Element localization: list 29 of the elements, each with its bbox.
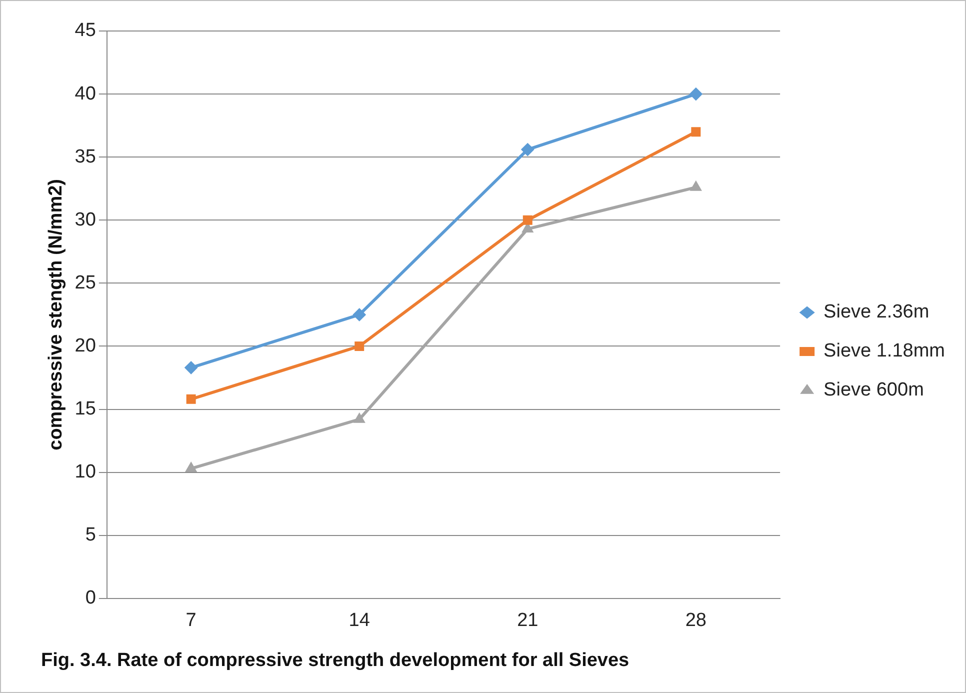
- point: [691, 127, 701, 137]
- y-tick-label: 30: [74, 209, 96, 230]
- point: [689, 88, 702, 101]
- point: [522, 215, 532, 225]
- x-tick-label: 28: [685, 610, 706, 632]
- y-tick-label: 0: [85, 588, 96, 609]
- legend-label: Sieve 1.18mm: [824, 340, 946, 362]
- legend-label: Sieve 600m: [824, 380, 924, 401]
- point: [521, 143, 534, 156]
- point: [354, 412, 366, 423]
- y-tick-label: 15: [74, 398, 96, 420]
- y-tick-label: 25: [74, 272, 96, 294]
- point: [185, 462, 197, 472]
- point: [184, 361, 198, 374]
- y-tick-label: 20: [74, 335, 96, 356]
- y-tick-label: 10: [74, 462, 96, 483]
- x-tick-label: 7: [186, 610, 196, 632]
- point: [352, 308, 366, 322]
- x-tick-label: 14: [348, 610, 370, 632]
- point: [186, 394, 196, 404]
- x-tick-label: 21: [517, 610, 538, 632]
- legend-label: Sieve 2.36m: [824, 302, 930, 323]
- y-axis-title: compressive stength (N/mm2): [46, 179, 67, 450]
- y-tick-label: 45: [74, 20, 96, 42]
- point: [354, 341, 364, 351]
- y-tick-label: 40: [74, 83, 96, 104]
- y-tick-label: 35: [74, 146, 96, 168]
- y-tick-label: 5: [85, 524, 96, 546]
- text: Fig. 3.4. Rate of compressive strength development for all Sieves: [41, 650, 630, 671]
